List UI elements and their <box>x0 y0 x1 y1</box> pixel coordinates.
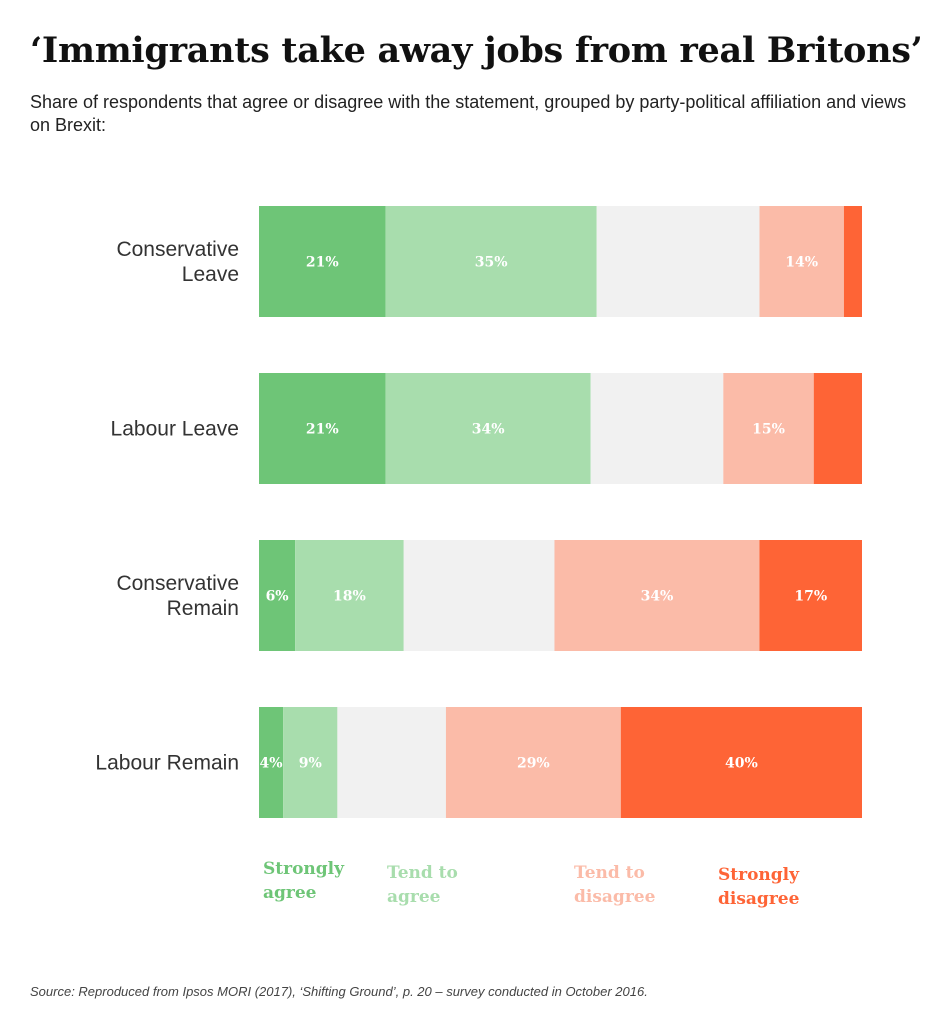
data-label: 4% <box>260 756 283 772</box>
bar-segment <box>813 373 862 484</box>
bar-segment <box>259 540 296 651</box>
bar-segment <box>337 707 446 818</box>
bar-segment <box>259 373 386 484</box>
legend-item: Strongly agree <box>263 859 345 903</box>
bar-segment <box>385 373 591 484</box>
chart-source: Source: Reproduced from Ipsos MORI (2017… <box>30 984 648 999</box>
bar-segment <box>403 540 555 651</box>
legend-item: Strongly disagree <box>718 865 800 909</box>
data-label: 35% <box>475 255 508 271</box>
bar-row: Conservative Leave 21% 35% 14% <box>116 206 862 317</box>
bar-segment <box>554 540 760 651</box>
bar-row: Conservative Remain 6% 18% 34% 17% <box>116 540 862 651</box>
data-label: 21% <box>306 255 339 271</box>
data-label: 9% <box>299 756 322 772</box>
data-label: 40% <box>725 756 758 772</box>
bar-segment <box>596 206 760 317</box>
data-label: 15% <box>752 422 785 438</box>
bar-segment <box>283 707 338 818</box>
data-label: 18% <box>333 589 366 605</box>
bar-segment <box>445 707 621 818</box>
bar-segment <box>723 373 814 484</box>
data-label: 34% <box>641 589 674 605</box>
chart-legend: Strongly agree Tend to agree Tend to disagree… <box>263 859 800 909</box>
chart-title: ‘Immigrants take away jobs from real Bri… <box>30 30 923 71</box>
bar-row: Labour Leave 21% 34% 15% <box>111 373 862 484</box>
data-label: 34% <box>472 422 505 438</box>
category-label: Labour Leave <box>111 418 239 441</box>
category-label: Labour Remain <box>95 752 239 775</box>
legend-item: Tend to disagree <box>574 863 656 907</box>
bar-segment <box>385 206 597 317</box>
category-label: Conservative Leave <box>116 238 239 286</box>
bar-segment <box>759 206 844 317</box>
bar-segment <box>590 373 724 484</box>
data-label: 21% <box>306 422 339 438</box>
bar-row: Labour Remain 4% 9% 29% 40% <box>95 707 862 818</box>
category-label: Conservative Remain <box>116 572 239 620</box>
legend-item: Tend to agree <box>387 863 458 907</box>
chart-rows: Conservative Leave 21% 35% 14% Labour Leave 21… <box>95 206 862 818</box>
bar-segment <box>759 540 862 651</box>
bar-segment <box>295 540 404 651</box>
stacked-bar-chart: Conservative Leave 21% 35% 14% Labour Leave 21… <box>95 206 862 909</box>
bar-segment <box>259 206 386 317</box>
bar-segment <box>259 707 284 818</box>
data-label: 6% <box>266 589 289 605</box>
data-label: 29% <box>517 756 550 772</box>
data-label: 17% <box>794 589 827 605</box>
bar-segment <box>620 707 862 818</box>
data-label: 14% <box>785 255 818 271</box>
chart-subtitle: Share of respondents that agree or disag… <box>30 92 907 135</box>
bar-segment <box>843 206 862 317</box>
